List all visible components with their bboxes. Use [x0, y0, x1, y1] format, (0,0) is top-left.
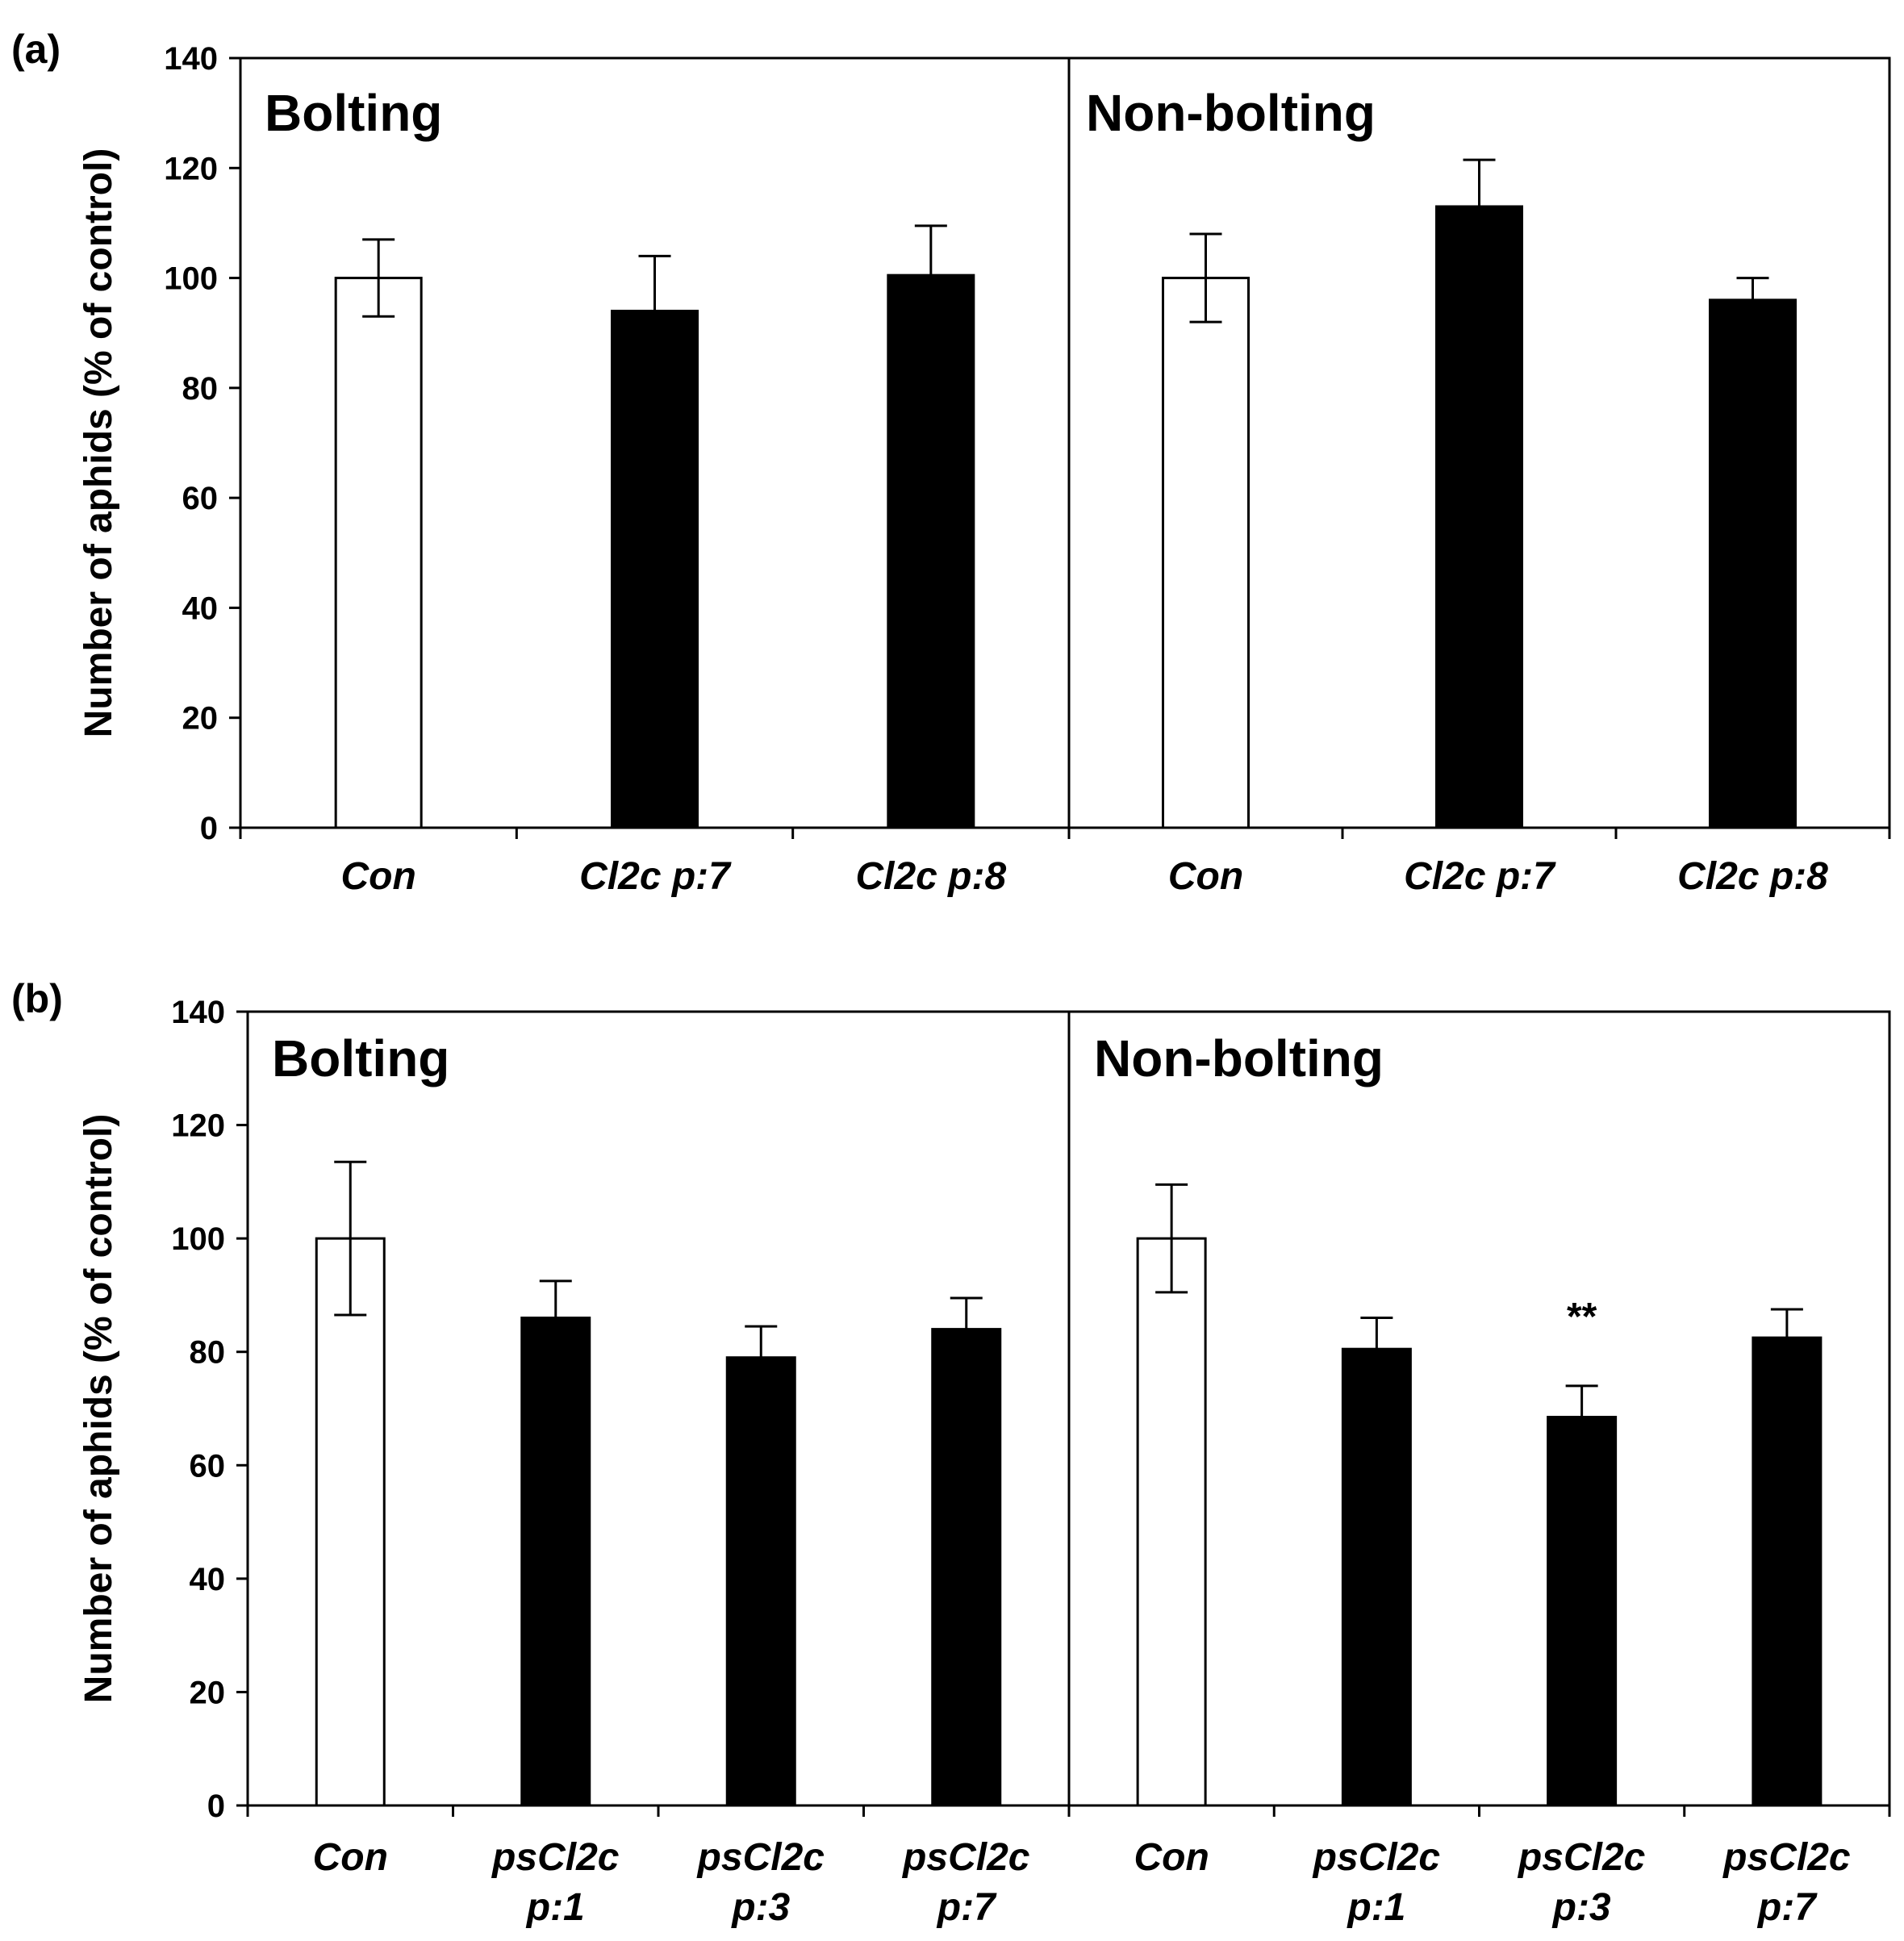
- group-label: Non-bolting: [1086, 84, 1376, 142]
- group-label: Bolting: [265, 84, 442, 142]
- bar: [931, 1328, 1002, 1807]
- category-label: Con: [1134, 1836, 1209, 1879]
- category-label: p:1: [1346, 1886, 1405, 1929]
- y-tick-label: 40: [182, 591, 219, 626]
- y-tick-label: 60: [182, 481, 219, 516]
- category-label: p:3: [730, 1886, 790, 1929]
- y-tick-label: 20: [182, 701, 219, 737]
- category-label: Cl2c p:7: [579, 855, 732, 898]
- y-tick-label: 20: [190, 1675, 226, 1710]
- y-tick-label: 120: [171, 1108, 225, 1144]
- bar: [725, 1356, 796, 1807]
- bar: [1752, 1336, 1823, 1807]
- panel-label: (a): [11, 27, 61, 72]
- category-label: psCl2c: [1312, 1836, 1440, 1879]
- bar: [1547, 1416, 1618, 1807]
- y-tick-label: 40: [190, 1562, 226, 1597]
- y-tick-label: 80: [190, 1335, 226, 1371]
- y-tick-label: 100: [164, 261, 218, 297]
- bar: [334, 277, 423, 829]
- category-label: Con: [313, 1836, 388, 1879]
- category-label: Cl2c p:8: [1677, 855, 1828, 898]
- bar: [887, 273, 975, 829]
- category-label: p:7: [936, 1886, 997, 1929]
- category-label: psCl2c: [491, 1836, 619, 1879]
- group-label: Bolting: [272, 1029, 449, 1087]
- bar: [1162, 277, 1250, 829]
- bar: [1341, 1347, 1412, 1807]
- chart-panel-b: (b) 0 20 40 60 80 100 120 140 Number of aphids (%…: [11, 976, 1891, 1929]
- y-tick-label: 0: [200, 811, 218, 846]
- bar: [315, 1237, 386, 1807]
- bar: [1435, 205, 1523, 829]
- bar: [520, 1317, 591, 1807]
- bar: [1709, 298, 1797, 829]
- chart-panel-a: (a) 0 20 40 60 80 100 120 140 Number of aphids (%…: [11, 27, 1891, 898]
- category-label: psCl2c: [1722, 1836, 1850, 1879]
- plot-frame: [239, 56, 1891, 829]
- category-label: Cl2c p:7: [1404, 855, 1556, 898]
- group-label: Non-bolting: [1094, 1029, 1384, 1087]
- bar: [1136, 1237, 1207, 1807]
- y-axis-label: Number of aphids (% of control): [77, 148, 120, 738]
- y-tick-label: 100: [171, 1221, 225, 1257]
- panel-label: (b): [11, 976, 63, 1021]
- significance-label: **: [1567, 1296, 1597, 1338]
- y-tick-label: 60: [190, 1448, 226, 1484]
- category-label: psCl2c: [1517, 1836, 1645, 1879]
- bar: [611, 309, 699, 829]
- category-label: p:1: [525, 1886, 585, 1929]
- category-label: Con: [1168, 855, 1243, 898]
- category-label: psCl2c: [696, 1836, 825, 1879]
- y-tick-label: 140: [164, 41, 218, 77]
- y-tick-label: 120: [164, 151, 218, 186]
- y-tick-label: 140: [171, 995, 225, 1030]
- y-tick-label: 0: [207, 1789, 225, 1824]
- category-label: p:7: [1756, 1886, 1818, 1929]
- category-label: psCl2c: [901, 1836, 1029, 1879]
- category-label: p:3: [1551, 1886, 1611, 1929]
- y-axis-label: Number of aphids (% of control): [77, 1114, 120, 1704]
- category-label: Con: [341, 855, 416, 898]
- y-tick-label: 80: [182, 371, 219, 407]
- category-label: Cl2c p:8: [855, 855, 1006, 898]
